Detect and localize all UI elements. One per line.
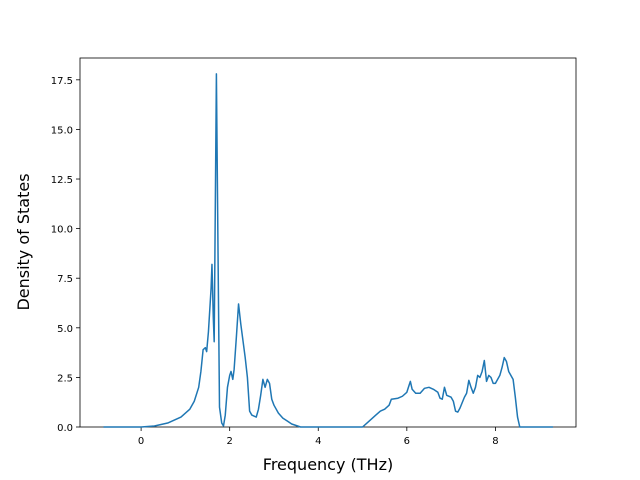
- x-tick-label: 2: [226, 436, 232, 447]
- y-tick-label: 10.0: [51, 225, 73, 236]
- y-tick-label: 7.5: [57, 274, 73, 285]
- x-tick-label: 4: [315, 436, 321, 447]
- y-tick-label: 12.5: [51, 175, 73, 186]
- y-tick-label: 2.5: [57, 373, 73, 384]
- y-tick-label: 0.0: [57, 423, 73, 434]
- x-tick-label: 6: [404, 436, 410, 447]
- line-series: [103, 73, 553, 428]
- x-tick-label: 0: [138, 436, 144, 447]
- y-axis-label: Density of States: [14, 173, 33, 310]
- x-axis-label: Frequency (THz): [263, 455, 393, 474]
- x-tick-label: 8: [492, 436, 498, 447]
- y-tick-label: 15.0: [51, 125, 73, 136]
- y-tick-label: 17.5: [51, 76, 73, 87]
- y-tick-label: 5.0: [57, 324, 73, 335]
